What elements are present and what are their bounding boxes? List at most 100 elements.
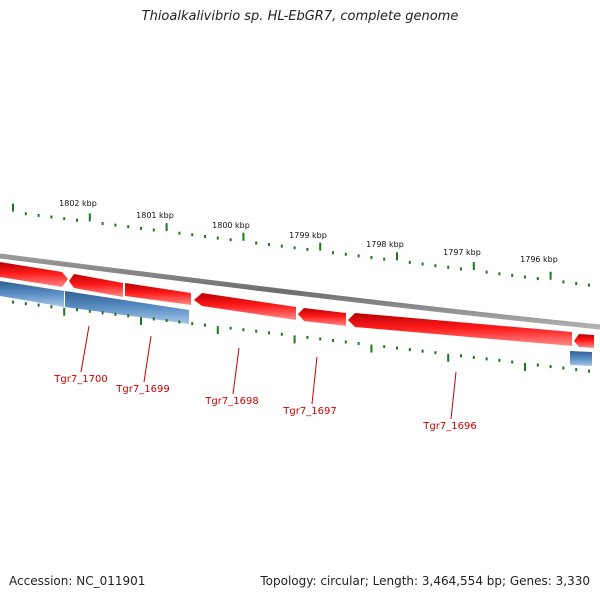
minor-tick [12,300,14,304]
topology-summary: Topology: circular; Length: 3,464,554 bp… [260,574,590,588]
minor-tick [63,217,66,221]
major-tick [472,262,475,270]
gene-tgr7-1697-arrow[interactable] [194,293,296,320]
minor-tick [127,314,130,318]
minor-tick [306,247,309,251]
minor-tick [114,223,117,227]
gene-tgr7-1700-arrow[interactable] [0,262,68,287]
minor-tick [396,346,398,350]
minor-tick [536,363,539,367]
minor-tick [357,342,360,345]
minor-tick [383,257,386,261]
scale-labels: 1802 kbp 1801 kbp 1800 kbp 1799 kbp 1798… [59,199,558,264]
minor-tick [460,354,462,358]
gene-tgr7-1699-arrow[interactable] [69,274,123,297]
minor-tick [216,236,219,240]
minor-tick [191,233,194,237]
gene-label[interactable]: Tgr7_1700 [53,374,107,385]
minor-tick [421,262,424,266]
minor-tick [191,322,194,326]
leader-line [311,356,318,405]
major-tick [293,335,296,344]
minor-tick [255,241,258,245]
gene-tgr7-1698-arrow[interactable] [125,283,191,305]
scale-label: 1802 kbp [59,199,97,208]
major-tick [396,252,398,261]
gene-reverse-3[interactable] [570,351,592,366]
gene-reverse-2[interactable] [65,291,189,324]
minor-tick [229,326,232,330]
minor-tick [140,226,142,230]
major-tick [524,363,526,371]
inner-scale-ticks [12,300,590,373]
minor-tick [178,320,181,324]
scale-label: 1798 kbp [366,240,404,249]
gene-tgr7-1696-arrow[interactable] [298,308,346,326]
minor-tick [268,243,270,247]
minor-tick [268,331,270,335]
minor-tick [24,212,27,216]
minor-tick [101,222,104,225]
minor-tick [76,308,78,312]
map-title: Thioalkalivibrio sp. HL-EbGR7, complete … [141,9,459,24]
gene-label[interactable]: Tgr7_1699 [115,384,169,395]
minor-tick [293,246,296,250]
minor-tick [434,351,437,355]
minor-tick [408,348,411,352]
gene-reverse-1[interactable] [0,281,64,307]
minor-tick [498,358,501,362]
minor-tick [472,355,475,359]
minor-tick [37,303,40,307]
scale-label: 1796 kbp [520,255,558,264]
minor-tick [447,265,450,269]
minor-tick [536,277,539,281]
minor-tick [24,302,27,306]
scale-label: 1801 kbp [136,211,174,220]
scale-label: 1800 kbp [212,221,250,230]
minor-tick [549,365,552,369]
minor-tick [229,238,232,242]
gene-label[interactable]: Tgr7_1698 [204,396,258,407]
leader-line [450,371,457,420]
leader-line [143,335,152,383]
gene-forward-long-arrow[interactable] [348,313,572,346]
major-tick [140,316,142,325]
gene-label[interactable]: Tgr7_1696 [422,421,476,432]
major-tick [165,223,168,232]
scale-label: 1799 kbp [289,231,327,240]
outer-scale-ticks [12,203,590,287]
minor-tick [485,357,488,361]
minor-tick [383,345,386,349]
minor-tick [319,337,322,341]
minor-tick [165,319,168,322]
minor-tick [332,339,334,342]
minor-tick [37,213,40,217]
major-tick [12,203,14,212]
minor-tick [344,340,347,344]
minor-tick [204,235,206,238]
minor-tick [460,267,462,271]
major-tick [370,344,373,353]
minor-tick [562,280,565,284]
forward-strand-genes [0,262,594,348]
minor-tick [332,251,334,255]
minor-tick [280,244,283,248]
minor-tick [421,349,424,353]
accession-text: Accession: NC_011901 [9,574,146,588]
minor-tick [588,283,590,287]
minor-tick [204,323,206,327]
gene-forward-edge-arrow[interactable] [574,334,594,348]
major-tick [88,213,91,222]
minor-tick [485,270,488,274]
minor-tick [114,312,117,316]
reverse-strand-genes [0,281,592,366]
minor-tick [255,329,258,333]
minor-tick [152,228,155,232]
major-tick [63,307,66,316]
gene-label[interactable]: Tgr7_1697 [282,406,336,417]
minor-tick [178,231,181,235]
minor-tick [357,254,360,258]
genome-backbone [0,253,600,330]
minor-tick [344,252,347,256]
